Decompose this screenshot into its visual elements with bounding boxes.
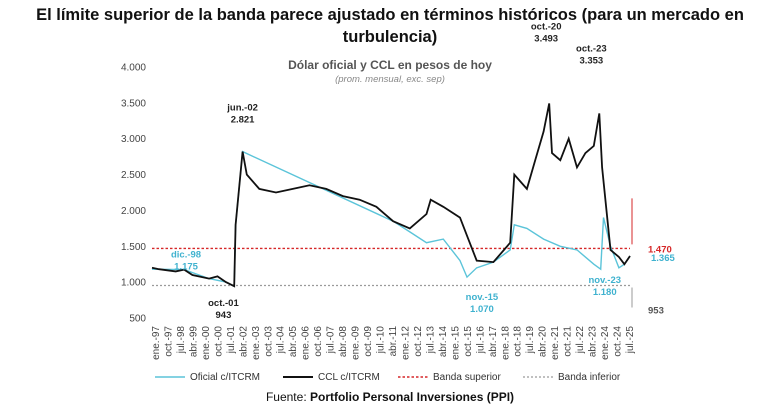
annotation-label: oct.-23 xyxy=(576,43,607,54)
annotation-label: 1.470 xyxy=(648,244,672,255)
x-tick-label: abr.-14 xyxy=(438,326,449,358)
x-tick-label: ene.-21 xyxy=(550,326,561,360)
annotation-label: 3.493 xyxy=(534,33,558,44)
annotation-label: oct.-20 xyxy=(531,21,562,32)
y-tick-label: 2.000 xyxy=(121,206,146,217)
x-tick-label: oct.-00 xyxy=(213,326,224,357)
annotation-label: 943 xyxy=(216,310,232,321)
x-tick-label: ene.-00 xyxy=(201,326,212,360)
x-tick-label: oct.-12 xyxy=(413,326,424,357)
x-tick-label: oct.-24 xyxy=(613,326,624,357)
x-tick-label: jul.-25 xyxy=(625,326,636,355)
x-tick-label: oct.-15 xyxy=(463,326,474,357)
x-tick-label: jul.-01 xyxy=(226,326,237,355)
x-tick-label: oct.-09 xyxy=(363,326,374,357)
annotation-label: 1.070 xyxy=(470,304,494,315)
x-tick-label: oct.-18 xyxy=(513,326,524,357)
x-tick-label: ene.-06 xyxy=(301,326,312,360)
y-tick-label: 1.000 xyxy=(121,278,146,289)
x-tick-label: abr.-20 xyxy=(538,326,549,358)
y-tick-label: 1.500 xyxy=(121,242,146,253)
y-tick-label: 4.000 xyxy=(121,63,146,74)
ccl-series-line xyxy=(151,103,631,288)
x-tick-label: jul.-13 xyxy=(425,326,436,355)
annotation-label: nov.-15 xyxy=(466,292,499,303)
legend-label: Oficial c/ITCRM xyxy=(190,372,260,383)
x-tick-label: ene.-97 xyxy=(151,326,162,360)
legend-label: Banda superior xyxy=(433,372,501,383)
x-tick-label: abr.-02 xyxy=(238,326,249,358)
y-tick-label: 3.000 xyxy=(121,134,146,145)
x-tick-label: ene.-18 xyxy=(500,326,511,360)
source-name: Portfolio Personal Inversiones (PPI) xyxy=(309,390,515,404)
y-tick-label: 3.500 xyxy=(121,98,146,109)
annotation-label: nov.-23 xyxy=(588,275,621,286)
source-note: Fuente: Portfolio Personal Inversiones (… xyxy=(0,390,780,404)
legend-label: Banda inferior xyxy=(558,372,621,383)
chart-subtitle: (prom. mensual, exc. sep) xyxy=(335,74,445,85)
x-tick-label: ene.-09 xyxy=(351,326,362,360)
annotation-label: 1.175 xyxy=(174,262,198,273)
x-tick-label: abr.-05 xyxy=(288,326,299,358)
chart-title: Dólar oficial y CCL en pesos de hoy xyxy=(288,58,492,72)
figure-title: El límite superior de la banda parece aj… xyxy=(36,6,744,46)
x-tick-label: oct.-06 xyxy=(313,326,324,357)
x-tick-label: jul.-04 xyxy=(276,326,287,355)
x-tick-label: jul.-98 xyxy=(176,326,187,355)
annotation-label: dic.-98 xyxy=(171,250,201,261)
x-tick-label: jul.-19 xyxy=(525,326,536,355)
annotation-label: 1.365 xyxy=(651,253,675,264)
y-tick-label: 2.500 xyxy=(121,170,146,181)
x-tick-label: ene.-24 xyxy=(600,326,611,360)
x-tick-label: ene.-03 xyxy=(251,326,262,360)
x-tick-label: jul.-10 xyxy=(376,326,387,355)
x-tick-label: oct.-03 xyxy=(263,326,274,357)
x-tick-label: abr.-11 xyxy=(388,326,399,357)
annotation-label: oct.-01 xyxy=(208,298,239,309)
x-tick-label: ene.-15 xyxy=(450,326,461,360)
x-tick-label: oct.-97 xyxy=(163,326,174,357)
x-tick-label: abr.-99 xyxy=(188,326,199,358)
annotation-label: 3.353 xyxy=(579,55,603,66)
x-tick-label: jul.-07 xyxy=(326,326,337,355)
x-tick-label: jul.-16 xyxy=(475,326,486,355)
annotation-label: 953 xyxy=(648,306,664,317)
x-tick-label: abr.-17 xyxy=(488,326,499,358)
x-tick-label: oct.-21 xyxy=(563,326,574,357)
source-prefix: Fuente: xyxy=(265,390,310,404)
annotation-label: 1.180 xyxy=(593,287,617,298)
x-tick-label: ene.-12 xyxy=(400,326,411,360)
annotation-label: jun.-02 xyxy=(226,103,258,114)
x-tick-label: abr.-08 xyxy=(338,326,349,358)
y-tick-label: 500 xyxy=(129,314,146,325)
annotation-label: 2.821 xyxy=(231,115,255,126)
x-tick-label: abr.-23 xyxy=(588,326,599,358)
x-tick-label: jul.-22 xyxy=(575,326,586,355)
legend-label: CCL c/ITCRM xyxy=(318,372,380,383)
